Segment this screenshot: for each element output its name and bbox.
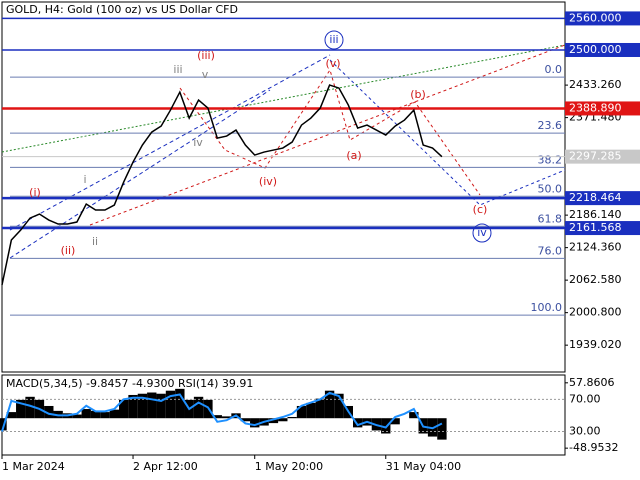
macd-bar bbox=[278, 418, 288, 422]
macd-bar bbox=[6, 412, 17, 419]
fib-label: 100.0 bbox=[531, 301, 563, 314]
wave-label: (c) bbox=[473, 203, 488, 216]
macd-bar bbox=[100, 412, 110, 419]
wave-label: (b) bbox=[410, 88, 426, 101]
fib-label: 0.0 bbox=[545, 63, 563, 76]
macd-bar bbox=[109, 409, 119, 419]
wave-label: (v) bbox=[325, 57, 340, 70]
macd-bar bbox=[409, 412, 419, 419]
macd-bar bbox=[137, 393, 148, 419]
wave-label: iv bbox=[477, 226, 487, 239]
y-tick-label: 2062.580 bbox=[569, 273, 622, 286]
wave-label: i bbox=[83, 173, 86, 186]
macd-bar bbox=[16, 399, 26, 419]
wave-circle bbox=[472, 223, 492, 243]
macd-bar bbox=[250, 418, 260, 428]
wave-circle bbox=[324, 30, 344, 50]
x-tick-label: 1 May 20:00 bbox=[255, 460, 323, 473]
rsi-tick-label: 30.00 bbox=[569, 424, 601, 437]
y-tick-label: 2186.140 bbox=[569, 208, 622, 221]
macd-bar bbox=[287, 416, 297, 419]
macd-bar bbox=[353, 418, 363, 428]
x-tick-label: 2 Apr 12:00 bbox=[133, 460, 198, 473]
wave-label: v bbox=[202, 68, 209, 81]
wave-label: ii bbox=[92, 235, 98, 248]
level-box bbox=[565, 42, 640, 57]
macd-bar bbox=[221, 416, 232, 419]
price-line bbox=[1, 84, 443, 286]
macd-bar bbox=[324, 390, 335, 419]
macd-bar bbox=[156, 393, 166, 419]
macd-bar bbox=[437, 418, 447, 440]
level-label: 2388.890 bbox=[569, 101, 622, 114]
wave-label: (a) bbox=[346, 149, 361, 162]
level-box bbox=[565, 11, 640, 26]
wave-label: (ii) bbox=[61, 244, 76, 257]
macd-bar bbox=[119, 399, 129, 419]
wave-path bbox=[179, 68, 481, 196]
macd-tick-label: 57.8606 bbox=[569, 376, 615, 389]
wave-label: (iv) bbox=[259, 175, 277, 188]
wave-label: (iii) bbox=[197, 49, 215, 62]
level-box bbox=[565, 191, 640, 206]
macd-bar bbox=[296, 405, 307, 419]
wave-label: iii bbox=[329, 33, 338, 46]
macd-bar bbox=[25, 396, 35, 419]
macd-bar bbox=[193, 396, 204, 419]
wave-label: iv bbox=[193, 136, 203, 149]
level-box bbox=[565, 101, 640, 116]
level-label: 2218.464 bbox=[569, 191, 622, 204]
rsi-line bbox=[1, 391, 443, 432]
macd-tick-label: -48.9532 bbox=[569, 441, 618, 454]
wave-label: iii bbox=[173, 63, 182, 76]
macd-bar bbox=[268, 418, 279, 424]
macd-bar bbox=[175, 388, 185, 419]
macd-bar bbox=[72, 414, 82, 419]
chart-title: GOLD, H4: Gold (100 oz) vs US Dollar CFD bbox=[6, 3, 238, 16]
rsi-tick-label: 70.00 bbox=[569, 392, 601, 405]
macd-bar bbox=[306, 402, 316, 419]
wave-label: (i) bbox=[29, 186, 41, 199]
y-tick-label: 2124.360 bbox=[569, 241, 622, 254]
y-tick-label: 2433.260 bbox=[569, 78, 622, 91]
fib-label: 38.2 bbox=[538, 153, 563, 166]
macd-bar bbox=[81, 409, 91, 419]
macd-bar bbox=[334, 393, 344, 419]
level-box bbox=[565, 221, 640, 236]
indicator-title: MACD(5,34,5) -9.8457 -4.9300 RSI(14) 39.… bbox=[6, 377, 253, 390]
trend-line bbox=[89, 44, 566, 226]
channel-line bbox=[9, 89, 271, 259]
macd-bar bbox=[315, 398, 325, 419]
price-panel bbox=[1, 1, 566, 373]
trend-line bbox=[1, 44, 566, 153]
macd-bar bbox=[381, 418, 391, 434]
fib-label: 50.0 bbox=[538, 182, 563, 195]
macd-bar bbox=[212, 415, 222, 419]
level-label: 2560.000 bbox=[569, 11, 622, 24]
level-label: 2161.568 bbox=[569, 221, 622, 234]
x-tick-label: 31 May 04:00 bbox=[386, 460, 461, 473]
macd-bar bbox=[90, 410, 101, 419]
fib-label: 23.6 bbox=[538, 119, 563, 132]
level-box bbox=[565, 149, 640, 164]
y-tick-label: 1939.020 bbox=[569, 338, 622, 351]
macd-bar bbox=[44, 405, 54, 419]
x-tick-label: 1 Mar 2024 bbox=[2, 460, 65, 473]
level-label: 2297.285 bbox=[569, 150, 622, 163]
macd-bar bbox=[165, 390, 176, 419]
y-tick-label: 2000.800 bbox=[569, 306, 622, 319]
fib-label: 76.0 bbox=[538, 244, 563, 257]
channel-line bbox=[9, 54, 331, 231]
fib-label: 61.8 bbox=[538, 212, 563, 225]
level-label: 2500.000 bbox=[569, 43, 622, 56]
macd-bar bbox=[240, 418, 251, 422]
macd-bar bbox=[390, 418, 400, 425]
macd-bar bbox=[128, 394, 138, 419]
macd-bar bbox=[147, 392, 157, 419]
